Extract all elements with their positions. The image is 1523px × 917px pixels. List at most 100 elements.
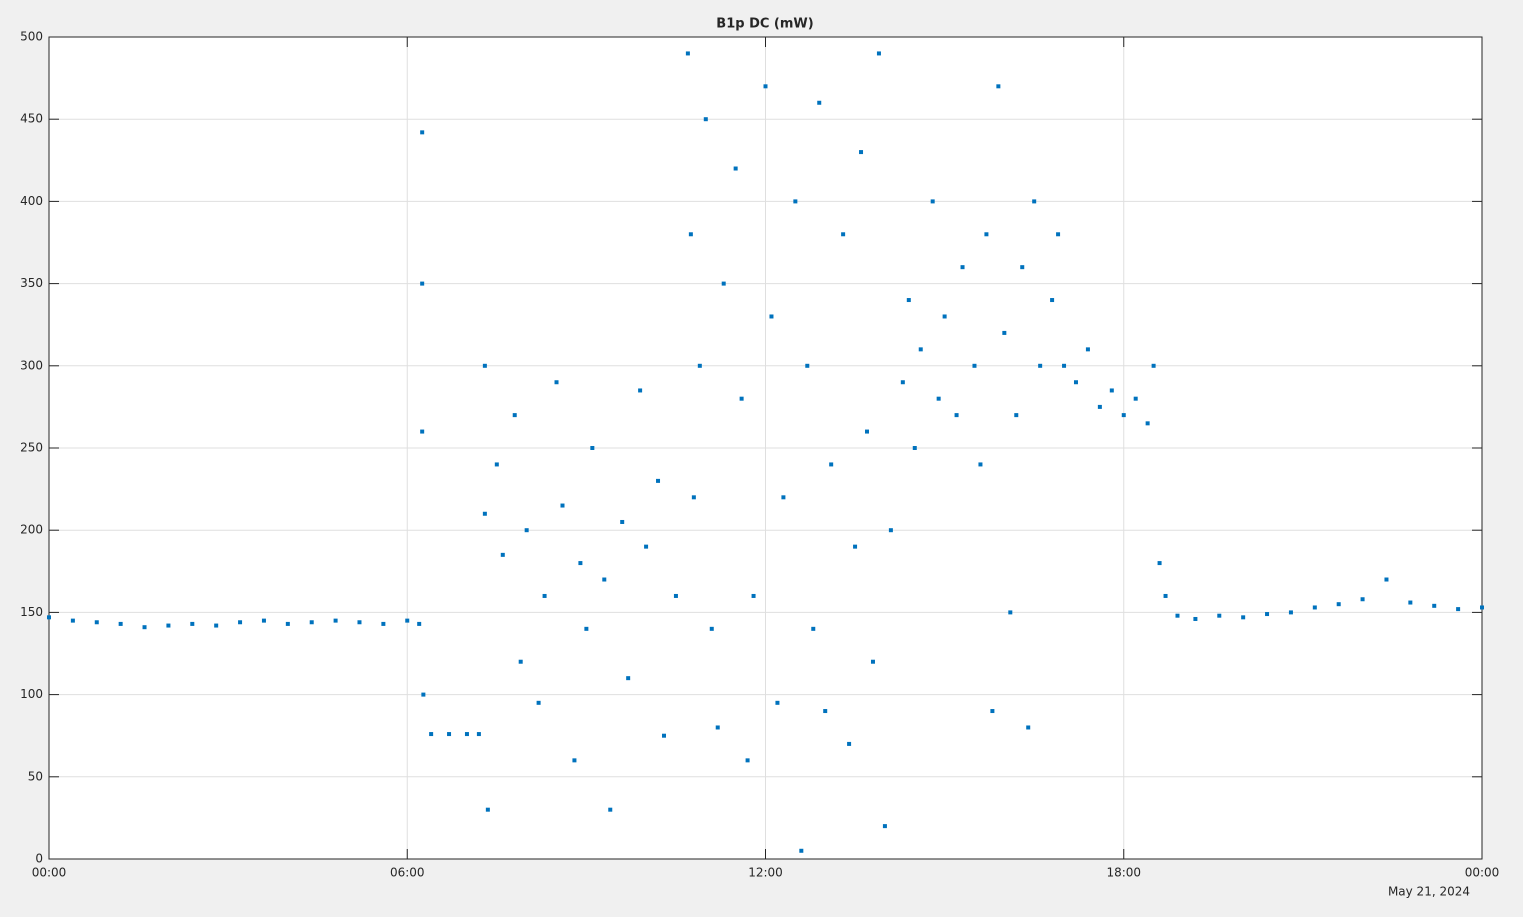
point [1336, 602, 1341, 607]
point [1175, 613, 1180, 618]
point [421, 692, 426, 697]
point [1032, 199, 1037, 204]
point [70, 618, 75, 623]
point [1288, 610, 1293, 615]
point [405, 618, 410, 623]
point [420, 130, 425, 135]
point [1008, 610, 1013, 615]
point [1085, 347, 1090, 352]
point [853, 544, 858, 549]
point [1312, 605, 1317, 610]
point [996, 84, 1001, 89]
point [1073, 380, 1078, 385]
point [900, 380, 905, 385]
y-tick-label: 250 [20, 441, 43, 455]
point [476, 732, 481, 737]
point [912, 446, 917, 450]
point [763, 84, 768, 89]
point [811, 626, 816, 631]
point [685, 51, 690, 56]
point [829, 462, 834, 467]
point [357, 620, 362, 625]
point [1432, 603, 1437, 608]
point [166, 623, 171, 628]
point [799, 848, 804, 853]
point [990, 709, 995, 714]
point [47, 615, 51, 620]
point [584, 626, 589, 631]
point [214, 623, 219, 628]
point [775, 700, 780, 705]
point [721, 281, 726, 286]
point [870, 659, 875, 664]
point [841, 232, 846, 237]
point [847, 741, 852, 746]
point [733, 166, 738, 171]
point [1456, 607, 1461, 612]
point [602, 577, 607, 582]
point [485, 807, 490, 812]
point [333, 618, 338, 623]
point [697, 363, 702, 368]
point [1026, 725, 1031, 730]
x-tick-label: 06:00 [390, 866, 425, 880]
point [285, 621, 290, 626]
point [381, 621, 386, 626]
chart-title: B1p DC (mW) [716, 17, 813, 32]
point [1014, 413, 1019, 418]
x-tick-label: 00:00 [32, 866, 67, 880]
point [142, 625, 147, 630]
point [261, 618, 266, 623]
point [524, 528, 529, 533]
point [447, 732, 452, 737]
y-tick-label: 200 [20, 523, 43, 537]
point [1217, 613, 1222, 618]
point [500, 552, 505, 557]
point [644, 544, 649, 549]
x-tick-label: 00:00 [1465, 866, 1500, 880]
point [805, 363, 810, 368]
point [972, 363, 977, 368]
point [888, 528, 893, 533]
point [1384, 577, 1389, 582]
point [590, 446, 595, 450]
point [691, 495, 696, 500]
point [1038, 363, 1043, 368]
point [745, 758, 750, 763]
y-tick-label: 400 [20, 194, 43, 208]
point [1145, 421, 1150, 426]
point [572, 758, 577, 763]
point [309, 620, 314, 625]
point [494, 462, 499, 467]
x-tick-label: 12:00 [748, 866, 783, 880]
point [882, 824, 887, 829]
point [554, 380, 559, 385]
point [1050, 298, 1055, 303]
plot-frame [48, 36, 1483, 860]
point [1151, 363, 1156, 368]
point [190, 621, 195, 626]
point [420, 429, 425, 434]
point [1193, 616, 1198, 621]
point [1480, 605, 1484, 610]
point [118, 621, 123, 626]
point [739, 396, 744, 401]
point [512, 413, 517, 418]
point [482, 511, 487, 516]
point [578, 561, 583, 566]
point [703, 117, 708, 122]
point [781, 495, 786, 500]
point [1062, 363, 1067, 368]
y-tick-label: 500 [20, 30, 43, 44]
point [769, 314, 774, 319]
point [1157, 561, 1162, 566]
x-date-label: May 21, 2024 [1388, 885, 1470, 899]
point [464, 732, 469, 737]
point [817, 100, 822, 105]
y-tick-label: 300 [20, 358, 43, 372]
point [942, 314, 947, 319]
point [930, 199, 935, 204]
point [865, 429, 870, 434]
x-tick-label: 18:00 [1106, 866, 1141, 880]
